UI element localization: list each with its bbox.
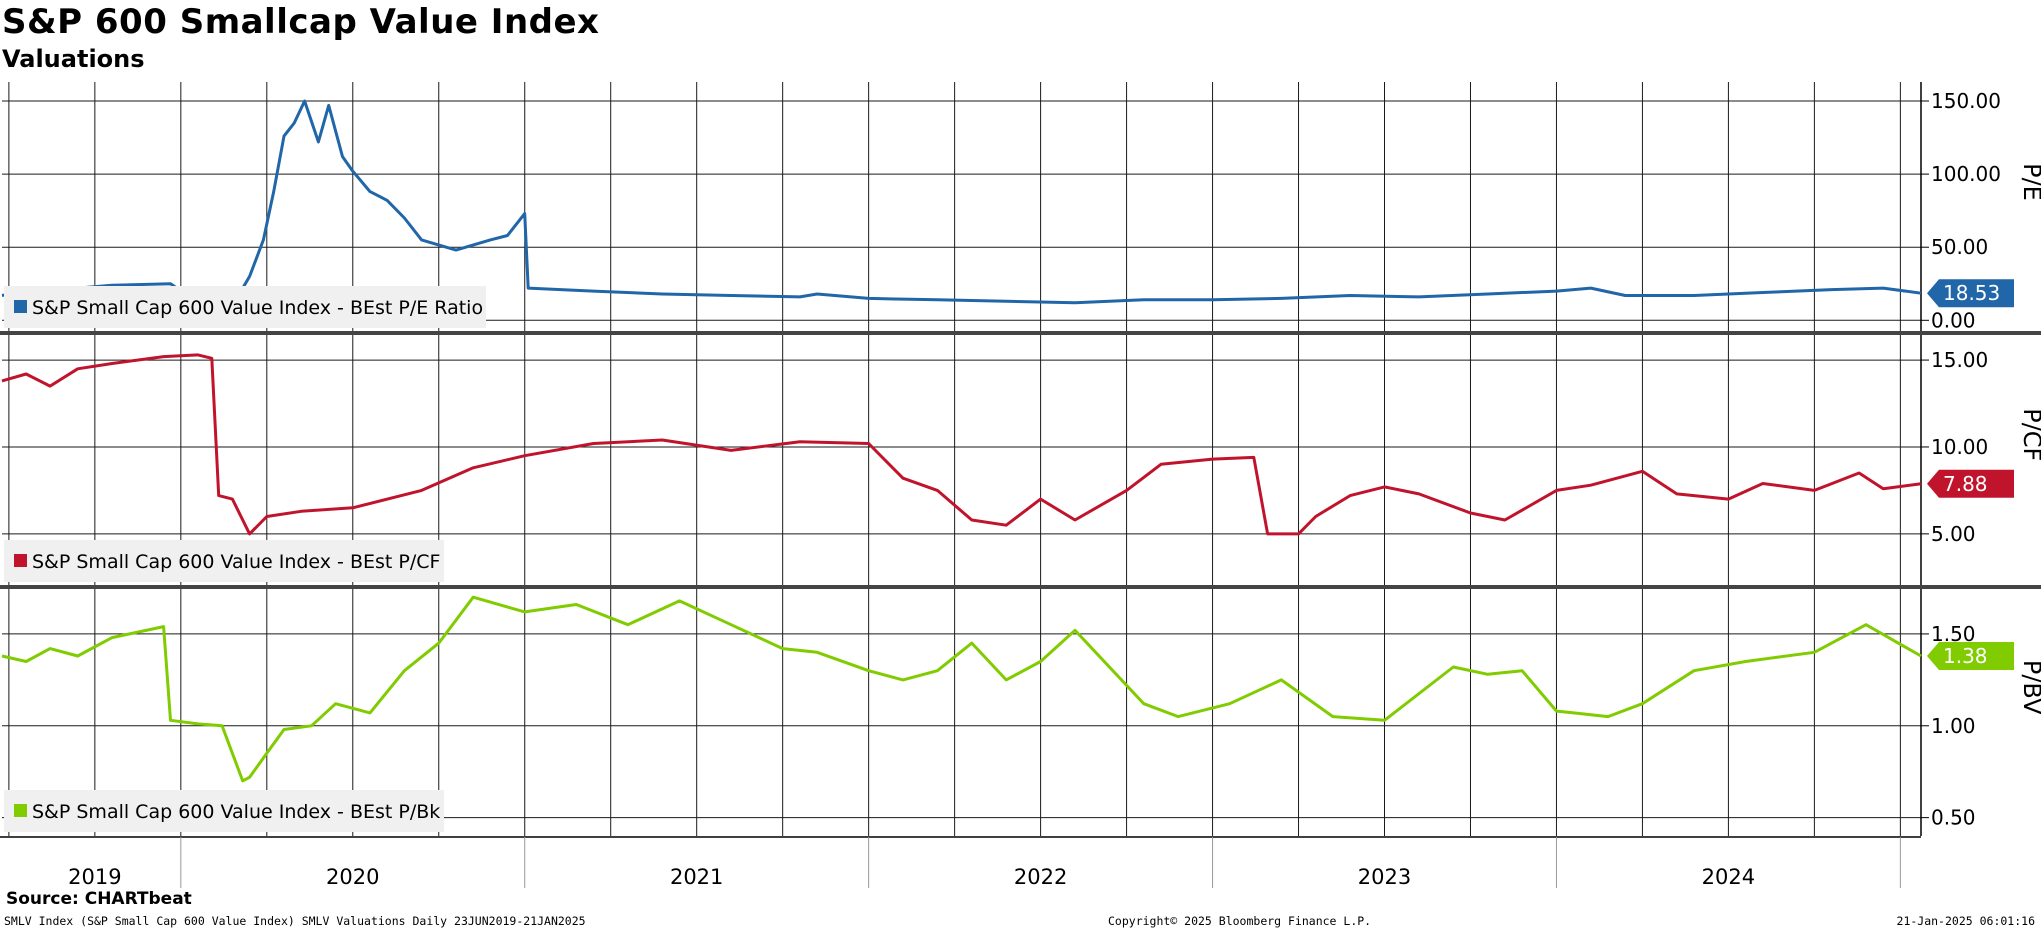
- y-tick-label: 5.00: [1931, 522, 1976, 546]
- axis-title-pe: P/E: [2018, 163, 2041, 201]
- series-line-pcf: [1, 353, 1922, 536]
- y-tick-label: 1.00: [1931, 714, 1976, 738]
- x-tick-label: 2020: [326, 865, 379, 889]
- chart-title: S&P 600 Smallcap Value Index: [2, 2, 600, 42]
- legend-box: [4, 286, 486, 328]
- series-line-pbv: [1, 595, 1922, 783]
- last-value-label: 7.88: [1943, 472, 1988, 496]
- legend-box: [4, 540, 444, 582]
- last-value-label: 1.38: [1943, 644, 1988, 668]
- y-tick-label: 100.00: [1931, 162, 2001, 186]
- legend-label: S&P Small Cap 600 Value Index - BEst P/B…: [32, 801, 440, 823]
- source-label: Source: CHARTbeat: [6, 889, 192, 909]
- axis-title-pcf: P/CF: [2018, 408, 2041, 461]
- legend-label: S&P Small Cap 600 Value Index - BEst P/C…: [32, 551, 440, 573]
- x-tick-label: 2019: [68, 865, 121, 889]
- x-tick-label: 2024: [1702, 865, 1755, 889]
- legend-swatch: [14, 804, 27, 817]
- y-tick-label: 1.50: [1931, 622, 1976, 646]
- y-tick-label: 10.00: [1931, 435, 1988, 459]
- x-tick-label: 2022: [1014, 865, 1067, 889]
- series-line-pe: [1, 99, 1922, 305]
- panel-pe: 0.00 50.00 100.00 150.00 18.53 P/E S&P Small C…: [1, 82, 2041, 332]
- x-tick-label: 2021: [670, 865, 723, 889]
- last-value-tag: [1927, 641, 2014, 670]
- footer-copyright: Copyright© 2025 Bloomberg Finance L.P.: [1108, 914, 1372, 928]
- panel-pcf: 5.00 10.00 15.00 7.88 P/CF S&P Small Cap 600 …: [1, 334, 2041, 586]
- axis-title-pbv: P/BV: [2018, 660, 2041, 715]
- legend-swatch: [14, 554, 27, 567]
- panel-pbv: 0.50 1.00 1.501.38 P/BV S&P Small Cap 600 Va…: [1, 588, 2041, 836]
- y-tick-label: 15.00: [1931, 348, 1988, 372]
- last-value-tag: [1927, 279, 2014, 308]
- y-tick-label: 150.00: [1931, 89, 2001, 113]
- x-tick-label: 2023: [1358, 865, 1411, 889]
- legend-label: S&P Small Cap 600 Value Index - BEst P/E…: [32, 297, 483, 319]
- y-tick-label: 0.00: [1931, 308, 1976, 332]
- y-tick-label: 50.00: [1931, 235, 1988, 259]
- footer-timestamp: 21-Jan-2025 06:01:16: [1896, 914, 2035, 928]
- footer-series-info: SMLV Index (S&P Small Cap 600 Value Inde…: [4, 914, 586, 928]
- y-tick-label: 0.50: [1931, 806, 1976, 830]
- legend-box: [4, 790, 444, 832]
- legend-swatch: [14, 300, 27, 313]
- chart-subtitle: Valuations: [2, 45, 145, 73]
- last-value-tag: [1927, 469, 2014, 498]
- last-value-label: 18.53: [1943, 281, 2000, 305]
